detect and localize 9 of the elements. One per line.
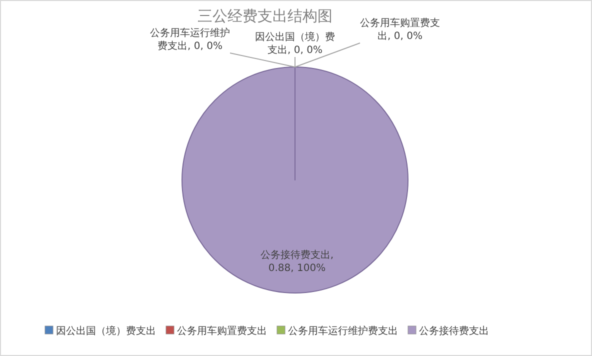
legend-label: 因公出国（境）费支出 xyxy=(56,325,156,337)
data-label: 公务接待费支出, 0.88, 100% xyxy=(259,249,335,276)
text: 公务用车购置费支出, 0, 0% xyxy=(360,18,440,42)
text: 因公出国（境）费支出, 0, 0% xyxy=(255,32,335,56)
chart-title: 三公经费支出结构图 xyxy=(198,7,332,25)
text: 公务用车运行维护费支出, 0, 0% xyxy=(150,28,230,52)
legend-label: 公务接待费支出 xyxy=(419,325,489,337)
legend-label: 公务用车购置费支出 xyxy=(177,325,267,337)
legend-label: 公务用车运行维护费支出 xyxy=(288,325,398,337)
